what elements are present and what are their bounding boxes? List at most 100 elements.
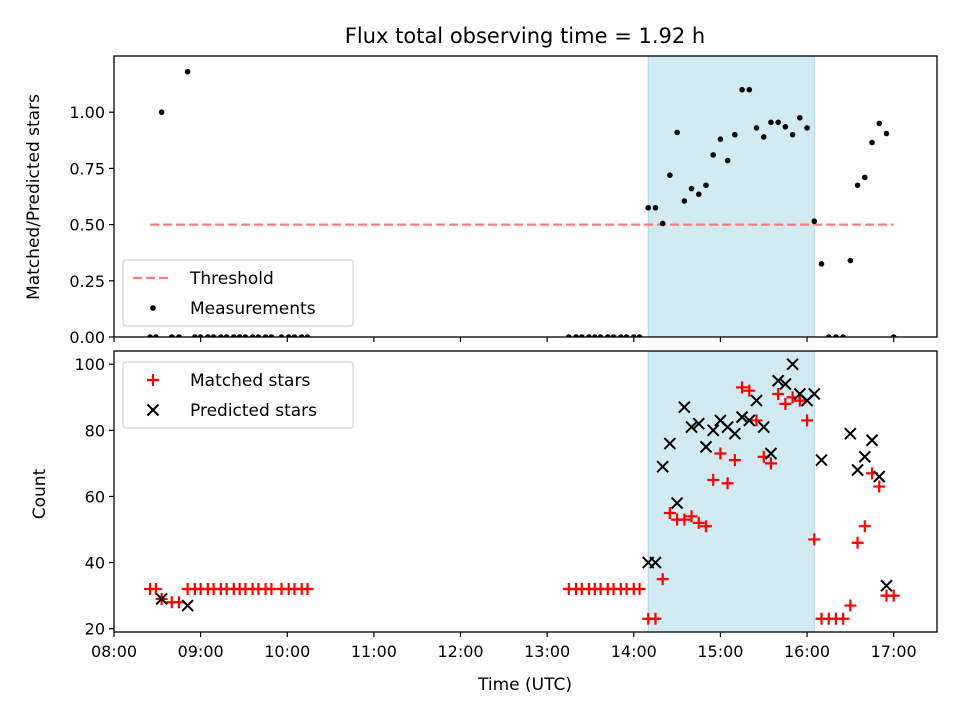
matched-star-point xyxy=(685,510,698,523)
measurement-point xyxy=(579,334,585,337)
measurement-point xyxy=(732,131,738,138)
x-tick-label: 09:00 xyxy=(178,642,224,661)
measurement-point xyxy=(724,157,731,164)
measurement-point xyxy=(645,204,652,211)
measurement-point xyxy=(775,119,781,126)
predicted-star-point xyxy=(678,400,691,414)
x-tick-label: 08:00 xyxy=(91,642,137,661)
measurement-point xyxy=(768,119,774,126)
ratio-panel: 0.00 0.25 0.50 0.75 1.00 Threshold Measurement… xyxy=(69,55,938,347)
predicted-star-point xyxy=(670,496,684,510)
measurement-point xyxy=(883,130,890,137)
predicted-star-point xyxy=(858,450,872,463)
predicted-star-point xyxy=(771,374,785,387)
predicted-star-point xyxy=(155,592,168,606)
measurement-point xyxy=(760,134,767,140)
legend-box xyxy=(122,259,354,327)
predicted-star-point xyxy=(706,424,720,437)
measurement-point xyxy=(674,129,680,136)
measurement-point xyxy=(610,334,617,337)
predicted-star-point xyxy=(649,556,662,569)
matched-star-point xyxy=(265,583,278,596)
matched-star-point xyxy=(707,473,720,486)
predicted-star-point xyxy=(865,434,879,447)
x-tick-label: 10:00 xyxy=(264,642,310,661)
measurement-point xyxy=(681,198,688,204)
matched-star-point xyxy=(858,520,871,533)
measurement-point xyxy=(176,334,182,337)
x-tick-label: 14:00 xyxy=(611,642,657,661)
predicted-star-point xyxy=(779,377,792,391)
measurement-point xyxy=(667,172,673,178)
measurement-point xyxy=(278,334,285,337)
measurement-point xyxy=(717,136,724,142)
predicted-star-point xyxy=(844,427,857,440)
matched-star-point xyxy=(851,536,864,549)
measurement-point xyxy=(797,115,803,121)
measurement-point xyxy=(566,334,572,337)
legend-measurement-swatch xyxy=(150,305,156,311)
matched-star-point xyxy=(779,397,792,410)
measurement-point xyxy=(695,191,702,198)
predicted-star-point xyxy=(764,447,778,460)
measurement-point xyxy=(223,334,230,337)
measurement-point xyxy=(605,334,611,337)
observing-interval-band xyxy=(647,350,815,633)
matched-star-point xyxy=(837,612,850,625)
measurement-point xyxy=(854,182,861,189)
measurement-point xyxy=(753,125,760,131)
predicted-star-point xyxy=(873,470,886,483)
legend: Threshold Measurements xyxy=(122,259,354,327)
measurement-point xyxy=(268,334,275,337)
matched-star-point xyxy=(764,457,777,470)
measurement-point xyxy=(184,68,191,75)
legend: Matched stars Predicted stars xyxy=(122,361,354,429)
measurement-point xyxy=(825,334,832,337)
legend-predicted-swatch xyxy=(146,403,160,417)
matched-star-point xyxy=(728,454,741,467)
y-axis-label-top: Matched/Predicted stars xyxy=(24,94,44,300)
legend-matched-swatch xyxy=(147,374,159,386)
x-axis-label: Time (UTC) xyxy=(477,675,572,695)
measurement-point xyxy=(840,334,846,337)
measurement-point xyxy=(153,334,159,337)
measurement-point xyxy=(255,334,262,337)
measurement-point xyxy=(285,334,292,337)
x-tick-label: 15:00 xyxy=(697,642,743,661)
matched-star-point xyxy=(149,583,162,596)
predicted-star-point xyxy=(786,358,799,371)
y-tick-label: 20 xyxy=(85,620,105,639)
matched-star-point xyxy=(873,480,886,493)
measurement-point xyxy=(236,334,243,337)
predicted-star-point xyxy=(692,417,705,430)
legend-box xyxy=(122,361,354,429)
y-tick-label: 1.00 xyxy=(69,103,105,122)
y-tick-label: 60 xyxy=(85,487,105,506)
measurement-point xyxy=(218,334,224,337)
measurement-point xyxy=(592,334,598,337)
measurement-point xyxy=(862,174,868,181)
y-axis-label-bottom: Count xyxy=(30,468,50,519)
measurement-point xyxy=(573,334,579,337)
legend-label: Threshold xyxy=(189,269,274,289)
measurement-point xyxy=(617,334,624,337)
predicted-star-point xyxy=(815,453,828,467)
matched-star-point xyxy=(714,447,727,460)
measurement-point xyxy=(192,334,198,337)
observing-interval-band xyxy=(647,55,815,338)
matched-star-point xyxy=(301,583,314,596)
matched-star-point xyxy=(633,583,646,596)
measurement-point xyxy=(158,109,165,115)
predicted-star-point xyxy=(735,410,749,424)
predicted-star-point xyxy=(181,599,194,612)
y-tick-label: 0.75 xyxy=(69,159,105,178)
measurement-point xyxy=(847,257,854,264)
matched-star-point xyxy=(844,599,857,612)
legend-label: Predicted stars xyxy=(190,401,317,421)
matched-star-point xyxy=(692,516,705,529)
measurement-point xyxy=(710,152,717,158)
predicted-star-point xyxy=(750,394,763,407)
measurement-point xyxy=(249,334,256,337)
matched-star-point xyxy=(736,381,749,394)
measurement-point xyxy=(746,86,753,93)
